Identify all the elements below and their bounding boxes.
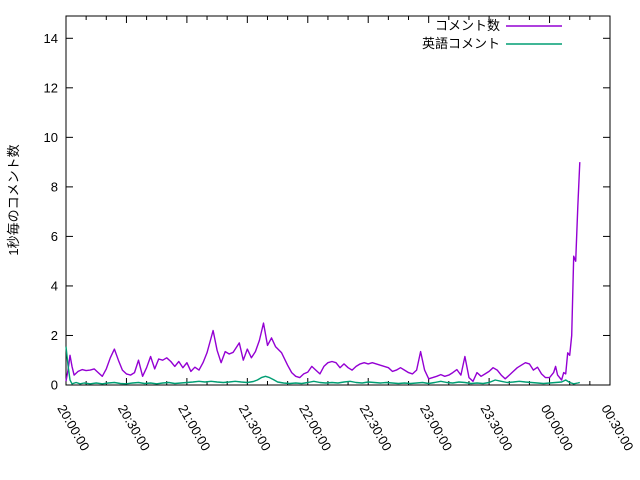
x-tick-label: 00:30:00: [598, 402, 636, 453]
legend: コメント数 英語コメント: [422, 18, 562, 51]
x-tick-label: 21:00:00: [175, 402, 213, 453]
y-tick-label: 14: [44, 31, 58, 46]
y-tick-label: 2: [51, 328, 58, 343]
plot-frame: [65, 15, 611, 386]
y-tick-label: 6: [51, 229, 58, 244]
x-tick-label: 23:00:00: [417, 402, 455, 453]
y-axis-title: 1秒毎のコメント数: [6, 144, 21, 255]
x-tick-label: 23:30:00: [478, 402, 516, 453]
y-tick-label: 12: [44, 80, 58, 95]
y-tick-label: 4: [51, 278, 58, 293]
y-tick-label: 10: [44, 130, 58, 145]
x-tick-label: 20:30:00: [115, 402, 153, 453]
series-comments-line: [65, 162, 581, 382]
series-lines: [65, 162, 581, 385]
x-tick-label: 20:00:00: [54, 402, 92, 453]
legend-label-comments: コメント数: [435, 18, 500, 33]
y-axis-ticks: [66, 37, 610, 386]
x-tick-label: 00:00:00: [538, 402, 576, 453]
x-tick-label: 21:30:00: [236, 402, 274, 453]
y-tick-label: 8: [51, 179, 58, 194]
x-axis-ticks: [65, 16, 611, 385]
x-tick-label: 22:00:00: [296, 402, 334, 453]
x-axis-labels: 20:00:00 20:30:00 21:00:00 21:30:00 22:00:00…: [54, 402, 636, 453]
x-tick-label: 22:30:00: [357, 402, 395, 453]
y-tick-label: 0: [51, 378, 58, 393]
series-english-line: [65, 346, 580, 385]
plot-border: [65, 15, 611, 386]
legend-label-english: 英語コメント: [422, 36, 500, 51]
y-axis-labels: 0 2 4 6 8 10 12 14: [44, 31, 58, 393]
